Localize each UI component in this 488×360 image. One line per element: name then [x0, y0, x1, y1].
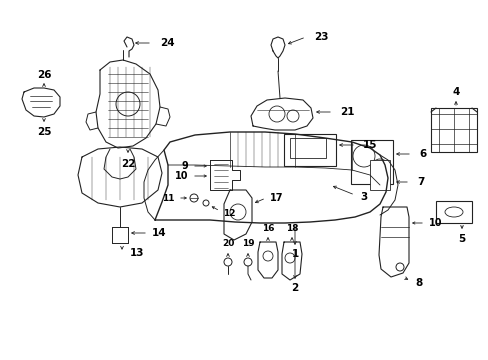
- Bar: [369, 160, 389, 190]
- Text: 7: 7: [416, 177, 424, 187]
- Text: 4: 4: [451, 87, 459, 97]
- Bar: [284, 134, 335, 166]
- Bar: [289, 138, 325, 158]
- Text: 11: 11: [162, 194, 175, 202]
- Text: 8: 8: [414, 278, 421, 288]
- Text: 10: 10: [174, 171, 187, 181]
- Text: 24: 24: [160, 38, 174, 48]
- Text: 23: 23: [313, 32, 328, 42]
- Circle shape: [285, 253, 294, 263]
- Text: 15: 15: [362, 140, 377, 150]
- Circle shape: [244, 258, 251, 266]
- Bar: [430, 108, 476, 152]
- Text: 17: 17: [269, 193, 283, 203]
- Text: 21: 21: [339, 107, 354, 117]
- Text: 16: 16: [261, 224, 274, 233]
- Text: 22: 22: [121, 159, 135, 169]
- Text: 2: 2: [291, 283, 298, 293]
- Circle shape: [395, 263, 403, 271]
- Text: 18: 18: [285, 224, 298, 233]
- Bar: [435, 201, 471, 223]
- Text: 20: 20: [222, 239, 234, 248]
- Text: 12: 12: [223, 208, 235, 217]
- Text: 3: 3: [359, 192, 366, 202]
- Circle shape: [352, 145, 374, 167]
- Circle shape: [190, 194, 198, 202]
- Text: 13: 13: [130, 248, 144, 258]
- Text: 9: 9: [181, 161, 187, 171]
- Text: 14: 14: [152, 228, 166, 238]
- Bar: [350, 140, 392, 184]
- Ellipse shape: [444, 207, 462, 217]
- Text: 25: 25: [37, 127, 51, 137]
- Text: 26: 26: [37, 70, 51, 80]
- Circle shape: [224, 258, 231, 266]
- Circle shape: [229, 204, 245, 220]
- Circle shape: [268, 106, 285, 122]
- Text: 10: 10: [428, 218, 442, 228]
- Text: 5: 5: [457, 234, 465, 244]
- Circle shape: [263, 251, 272, 261]
- Text: 6: 6: [418, 149, 426, 159]
- Text: 19: 19: [241, 239, 254, 248]
- Circle shape: [286, 110, 298, 122]
- Circle shape: [382, 177, 388, 183]
- Text: 1: 1: [291, 249, 298, 259]
- Circle shape: [203, 200, 208, 206]
- Circle shape: [116, 92, 140, 116]
- Circle shape: [370, 159, 388, 177]
